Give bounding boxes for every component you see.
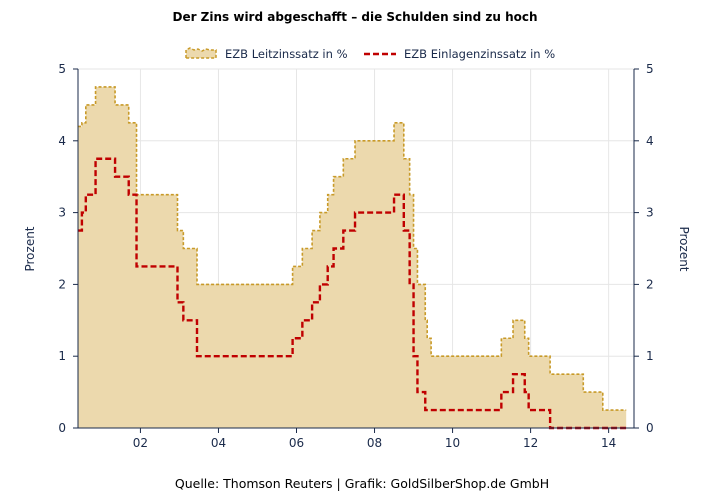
y-tick-label-left: 4	[58, 134, 66, 148]
x-tick-label: 08	[367, 436, 382, 450]
y-tick-label-right: 4	[646, 134, 654, 148]
legend-label-leitzins: EZB Leitzinssatz in %	[225, 47, 348, 61]
series-line-einlage	[78, 157, 627, 430]
y-tick-labels-left: 0 1 2 3 4 5	[58, 62, 66, 435]
y-tick-label-right: 0	[646, 421, 654, 435]
y-tick-label-left: 3	[58, 206, 66, 220]
axes	[73, 68, 639, 433]
x-tick-label: 14	[601, 436, 616, 450]
y-tick-label-left: 2	[58, 277, 66, 291]
y-tick-label-left: 0	[58, 421, 66, 435]
legend-label-einlage: EZB Einlagenzinssatz in %	[404, 47, 555, 61]
series-line-leitzins	[78, 86, 627, 411]
x-tick-label: 10	[445, 436, 460, 450]
y-tick-label-right: 1	[646, 349, 654, 363]
chart-title: Der Zins wird abgeschafft – die Schulden…	[172, 10, 537, 24]
y-tick-label-right: 5	[646, 62, 654, 76]
y-axis-label-right: Prozent	[677, 226, 691, 271]
x-tick-label: 04	[211, 436, 226, 450]
legend-swatch-leitzins	[185, 47, 217, 59]
x-tick-label: 02	[133, 436, 148, 450]
y-axis-label-left: Prozent	[23, 226, 37, 271]
y-tick-label-left: 5	[58, 62, 66, 76]
x-tick-labels: 02 04 06 08 10 12 14	[133, 436, 616, 450]
y-tick-labels-right: 0 1 2 3 4 5	[646, 62, 654, 435]
y-tick-label-left: 1	[58, 349, 66, 363]
legend-item-einlage: EZB Einlagenzinssatz in %	[364, 47, 555, 61]
y-tick-label-right: 3	[646, 206, 654, 220]
legend-item-leitzins: EZB Leitzinssatz in %	[185, 47, 348, 61]
x-tick-label: 06	[289, 436, 304, 450]
source-note: Quelle: Thomson Reuters | Grafik: GoldSi…	[175, 476, 549, 491]
series-area-leitzins	[78, 86, 627, 428]
x-tick-label: 12	[523, 436, 538, 450]
y-tick-label-right: 2	[646, 277, 654, 291]
legend: EZB Leitzinssatz in % EZB Einlagenzinssa…	[185, 47, 555, 61]
